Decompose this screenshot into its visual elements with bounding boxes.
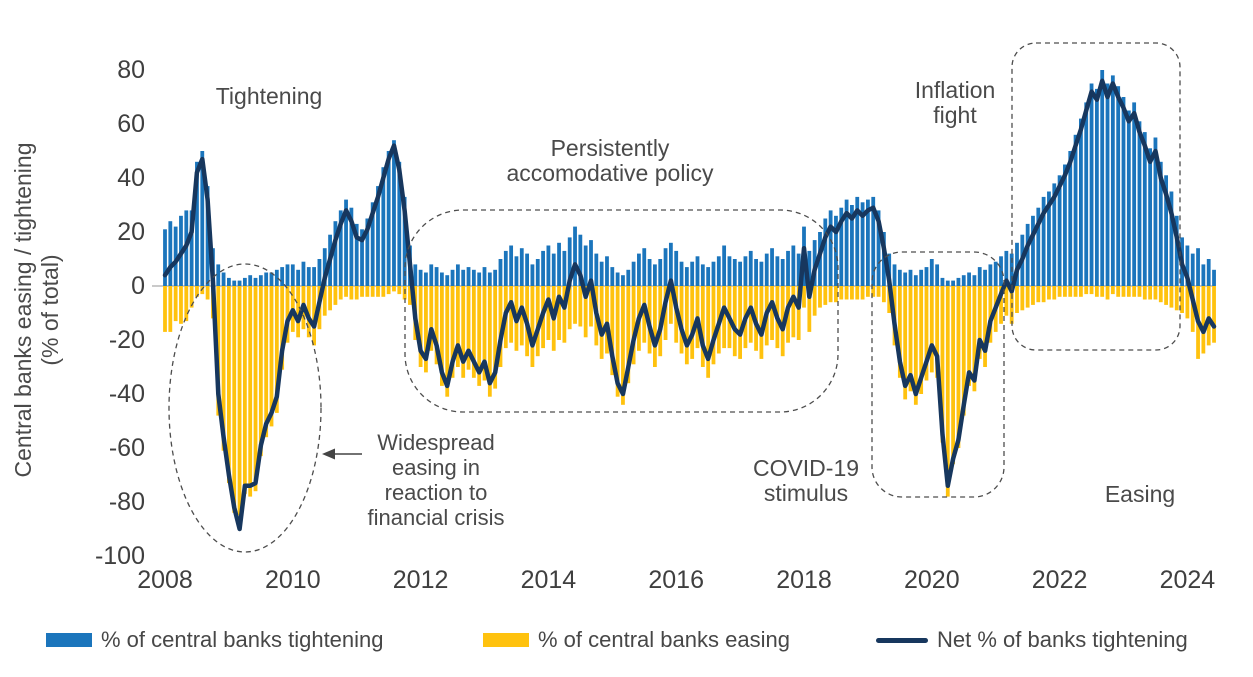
arrow-left-icon: [322, 448, 362, 460]
x-tick-label: 2012: [392, 566, 449, 594]
financial-crisis-ellipse: [168, 263, 322, 553]
y-axis-title-line1: Central banks easing / tightening: [10, 142, 36, 478]
y-tick-label: 60: [117, 110, 145, 138]
accommodative-box: [404, 209, 839, 413]
annotation-easing: Easing: [1104, 481, 1176, 507]
tightening-swatch-icon: [46, 633, 92, 647]
annotation-inflation: Inflation fight: [914, 77, 996, 128]
y-tick-label: 20: [117, 218, 145, 246]
covid-box: [871, 251, 1005, 498]
x-tick-label: 2018: [776, 566, 832, 594]
legend-item-tightening: % of central banks tightening: [46, 627, 384, 653]
legend-label-easing: % of central banks easing: [538, 627, 790, 652]
annotation-accommodative: Persistently accomodative policy: [506, 135, 714, 186]
y-tick-label: -100: [94, 542, 145, 570]
x-tick-label: 2024: [1159, 566, 1216, 594]
easing-swatch-icon: [483, 633, 529, 647]
annotation-financial-crisis: Widespread easing in reaction to financi…: [367, 430, 505, 530]
net-line-swatch-icon: [876, 637, 928, 643]
x-tick-label: 2020: [903, 566, 960, 594]
x-tick-label: 2010: [264, 566, 321, 594]
annotation-covid: COVID-19 stimulus: [752, 455, 860, 506]
legend-item-net: Net % of banks tightening: [876, 627, 1188, 653]
y-tick-label: -20: [108, 326, 145, 354]
y-tick-label: -60: [108, 434, 145, 462]
y-tick-label: 0: [131, 272, 145, 300]
x-tick-label: 2014: [520, 566, 577, 594]
legend-label-net: Net % of banks tightening: [937, 627, 1188, 652]
y-tick-label: -40: [108, 380, 145, 408]
y-axis-title: Central banks easing / tightening (% of …: [10, 30, 66, 590]
legend-label-tightening: % of central banks tightening: [101, 627, 384, 652]
legend-item-easing: % of central banks easing: [483, 627, 790, 653]
y-tick-label: 40: [117, 164, 145, 192]
y-tick-label: -80: [108, 488, 145, 516]
annotation-tightening: Tightening: [215, 83, 323, 109]
inflation-box: [1011, 42, 1181, 351]
x-tick-label: 2008: [137, 566, 193, 594]
x-tick-label: 2016: [648, 566, 704, 594]
x-tick-label: 2022: [1031, 566, 1088, 594]
y-tick-label: 80: [117, 56, 145, 84]
